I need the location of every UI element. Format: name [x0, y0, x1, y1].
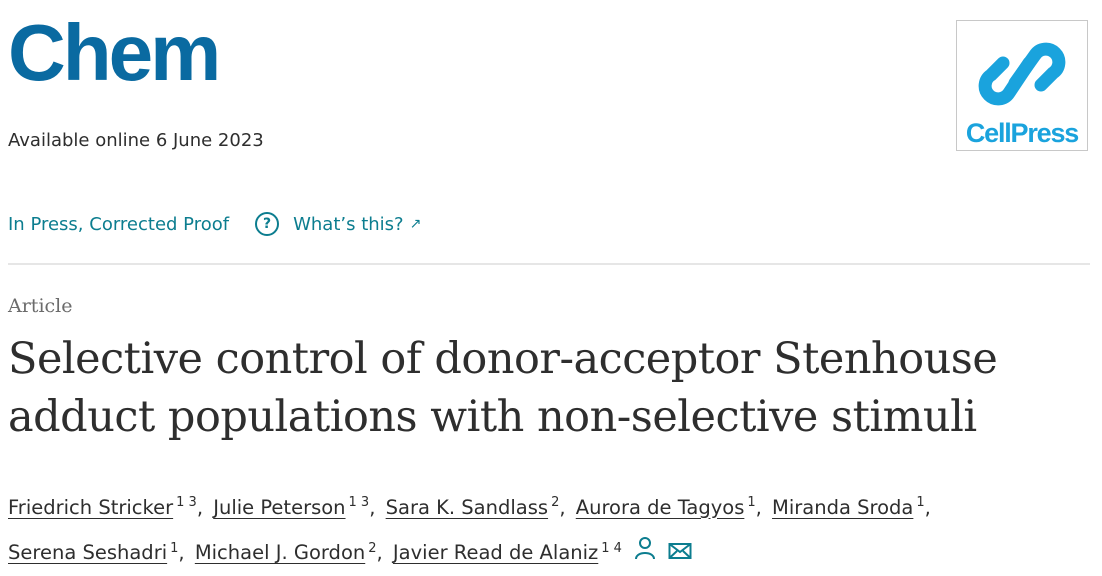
author-affiliation: 1	[747, 495, 756, 510]
arrow-up-right-icon: ↗	[409, 216, 422, 232]
author-separator: ,	[196, 495, 204, 519]
envelope-icon[interactable]	[668, 533, 692, 574]
author-separator: ,	[924, 495, 931, 519]
whats-this-link[interactable]: What’s this? ↗	[293, 214, 421, 235]
author-separator: ,	[755, 495, 762, 519]
author-name[interactable]: Aurora de Tagyos	[575, 495, 745, 519]
author-name[interactable]: Julie Peterson	[213, 495, 346, 519]
author-list: Friedrich Stricker 1 3, Julie Peterson 1 3…	[8, 482, 1093, 574]
author-name[interactable]: Sara K. Sandlass	[385, 495, 549, 519]
author-item[interactable]: Julie Peterson 1 3	[213, 495, 370, 519]
author-affiliation: 1 3	[176, 495, 197, 510]
author-item[interactable]: Sara K. Sandlass 2	[385, 495, 560, 519]
author-affiliation: 1 3	[348, 495, 370, 510]
cellpress-logo-text: CellPress	[966, 118, 1078, 148]
author-affiliation: 1 4	[601, 540, 622, 556]
question-circle-icon[interactable]: ?	[255, 212, 280, 236]
in-press-link[interactable]: In Press, Corrected Proof	[8, 213, 230, 235]
journal-title[interactable]: Chem	[8, 8, 221, 97]
author-affiliation: 1	[916, 495, 925, 510]
available-online-date: Available online 6 June 2023	[8, 130, 264, 151]
author-affiliation: 2	[368, 540, 377, 556]
author-separator: ,	[376, 541, 383, 564]
author-item[interactable]: Miranda Sroda 1	[772, 495, 925, 519]
author-item[interactable]: Javier Read de Alaniz 1 4	[392, 537, 692, 564]
article-title: Selective control of donor-acceptor Sten…	[8, 334, 998, 442]
author-name[interactable]: Serena Seshadri	[8, 541, 168, 564]
author-name[interactable]: Michael J. Gordon	[194, 541, 366, 564]
author-item[interactable]: Serena Seshadri 1	[8, 540, 179, 565]
header-divider	[8, 263, 1090, 265]
author-item[interactable]: Friedrich Stricker 1 3	[8, 495, 197, 519]
author-name[interactable]: Miranda Sroda	[772, 495, 914, 519]
author-separator: ,	[559, 495, 566, 519]
author-item[interactable]: Michael J. Gordon 2	[194, 540, 377, 565]
author-name[interactable]: Friedrich Stricker	[8, 495, 174, 519]
whats-this-label: What’s this?	[293, 213, 404, 235]
publication-status-row: In Press, Corrected Proof ? What’s this?…	[8, 210, 421, 238]
author-name[interactable]: Javier Read de Alaniz	[392, 541, 599, 564]
author-item[interactable]: Aurora de Tagyos 1	[575, 495, 756, 519]
person-icon[interactable]	[634, 533, 656, 574]
cellpress-logo[interactable]: CellPress	[956, 20, 1088, 151]
author-affiliation: 1	[170, 540, 179, 556]
article-type: Article	[8, 295, 73, 317]
author-separator: ,	[369, 495, 376, 519]
author-separator: ,	[178, 541, 185, 564]
cellpress-logo-icon: CellPress	[966, 42, 1080, 148]
author-affiliation: 2	[551, 495, 560, 510]
